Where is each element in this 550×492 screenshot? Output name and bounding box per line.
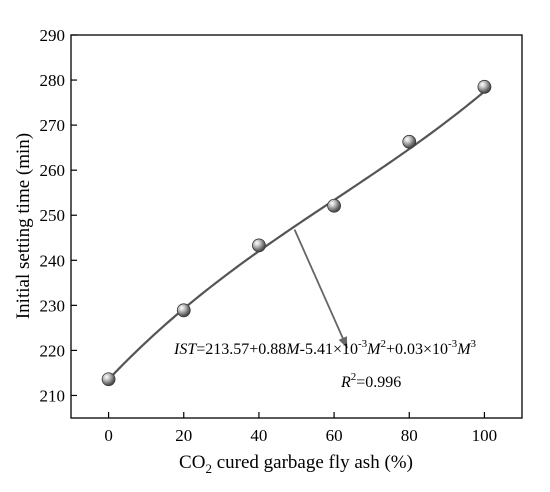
plot-frame [70,34,523,419]
x-tick-label: 100 [472,426,498,445]
x-tick-label: 20 [175,426,192,445]
data-point [402,134,417,149]
arrow-shaft [293,229,349,349]
data-point [477,79,492,94]
data-points [101,79,492,387]
y-axis-title: Initial setting time (min) [13,133,34,319]
x-tick-label: 40 [250,426,267,445]
y-tick-label: 260 [40,161,66,180]
y-axis-ticks: 210 220 230 240 250 260 270 280 290 [40,26,77,405]
y-tick-label: 290 [40,26,66,45]
r-squared-label: R2=0.996 [340,371,401,391]
data-point [176,303,191,318]
x-tick-label: 0 [104,426,113,445]
y-tick-label: 220 [40,341,66,360]
y-tick-label: 230 [40,296,66,315]
y-tick-label: 280 [40,71,66,90]
fit-curve [107,90,486,381]
data-point [101,372,116,387]
data-point [252,238,266,253]
y-tick-label: 270 [40,116,66,135]
annotation-arrow [293,229,349,349]
x-axis-ticks: 0 20 40 60 80 100 [104,412,497,445]
y-tick-label: 250 [40,206,66,225]
data-point [327,198,341,213]
x-tick-label: 80 [401,426,418,445]
fit-equation: IST=213.57+0.88M-5.41×10-3M2+0.03×10-3M3 [173,338,477,358]
y-tick-label: 240 [40,251,66,270]
x-axis-title: CO2 cured garbage fly ash (%) [179,452,413,476]
arrow-head [338,336,348,349]
x-tick-label: 60 [326,426,343,445]
y-tick-label: 210 [40,386,66,405]
